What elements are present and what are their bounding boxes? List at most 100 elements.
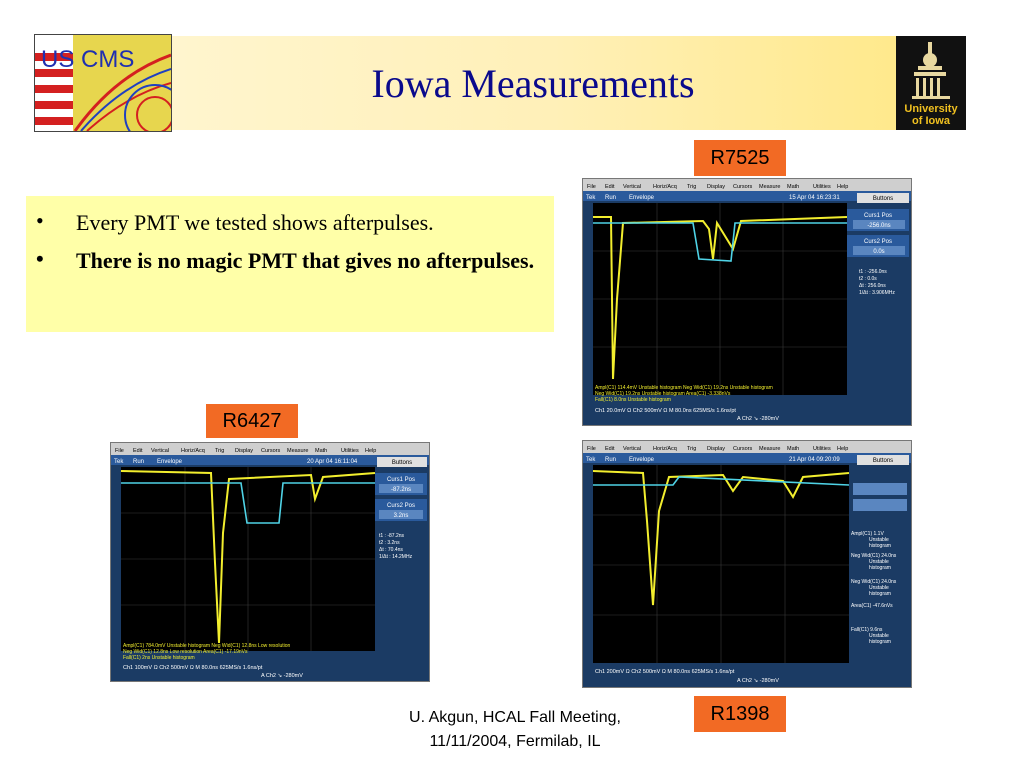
scope-tek: Tek xyxy=(114,459,124,465)
footer-line2: 11/11/2004, Fermilab, IL xyxy=(429,733,601,750)
readout-line: 1/Δt : 14.2MHz xyxy=(379,554,413,560)
label-r6427: R6427 xyxy=(206,404,298,438)
readout-line: t1 : -256.0ns xyxy=(859,269,887,275)
curs2-value[interactable]: 3.2ns xyxy=(394,513,409,519)
scope-menu-item[interactable]: Display xyxy=(707,446,725,452)
meas-line: Ampl(C1) 784.0mV Unstable histogram Neg … xyxy=(123,643,291,649)
side-line: Unstable xyxy=(869,633,889,639)
scope-menu-item[interactable]: Trig xyxy=(215,448,224,454)
side-line: Unstable xyxy=(869,585,889,591)
side-line: histogram xyxy=(869,543,891,549)
scope-buttons[interactable]: Buttons xyxy=(873,196,893,202)
scope-menu-item[interactable]: File xyxy=(587,446,596,452)
curs2-label: Curs2 Pos xyxy=(387,503,415,509)
scope-menu-item[interactable]: Help xyxy=(837,446,848,452)
scope-menu-item[interactable]: Trig xyxy=(687,184,696,190)
scope-menu-item[interactable]: Horiz/Acq xyxy=(653,446,677,452)
meas-line: Neg Wid(C1) 19.2ns Unstable histogram Ar… xyxy=(595,391,731,397)
scope-menu-item[interactable]: Math xyxy=(787,184,799,190)
scope-run: Run xyxy=(605,195,616,201)
scope-menu-item[interactable]: Measure xyxy=(287,448,308,454)
scope-menu-bar: File Edit Vertical Horiz/Acq Trig Display Curs… xyxy=(115,448,376,454)
cms-logo-text: US CMS xyxy=(41,46,134,73)
scope-menu-item[interactable]: Edit xyxy=(133,448,143,454)
curs1-value[interactable]: -87.2ns xyxy=(391,487,411,493)
scope-menu-item[interactable]: Horiz/Acq xyxy=(181,448,205,454)
scope-buttons[interactable]: Buttons xyxy=(873,458,893,464)
scope-menu-item[interactable]: Display xyxy=(235,448,253,454)
curs2-label: Curs2 Pos xyxy=(864,239,892,245)
meas-line: Ampl(C1) 114.4mV Unstable histogram Neg … xyxy=(595,385,773,391)
us-cms-logo: US CMS xyxy=(34,34,172,132)
curs1-value[interactable]: -256.0ns xyxy=(867,223,890,229)
iowa-logo-line1: University xyxy=(904,103,958,115)
scope-bottom-line2: A Ch2 ↘ -280mV xyxy=(737,678,779,684)
scope-side-button[interactable] xyxy=(853,499,907,511)
side-line: Area(C1) -47.6nVs xyxy=(851,603,893,609)
scope-run: Run xyxy=(133,459,144,465)
side-line: Unstable xyxy=(869,537,889,543)
scope-bottom-line1: Ch1 20.0mV Ω Ch2 500mV Ω M 80.0ns 625MS/… xyxy=(595,408,736,414)
curs1-label: Curs1 Pos xyxy=(864,213,892,219)
bullet-box: • Every PMT we tested shows afterpulses.… xyxy=(26,196,554,332)
scope-date: 20 Apr 04 16:11:04 xyxy=(307,459,358,465)
scope-envelope: Envelope xyxy=(629,457,655,463)
scope-tek: Tek xyxy=(586,195,596,201)
scope-buttons[interactable]: Buttons xyxy=(392,460,412,466)
readout-line: t1 : -87.2ns xyxy=(379,533,405,539)
bullet-text: Every PMT we tested shows afterpulses. xyxy=(76,210,434,235)
side-line: Neg Wid(C1) 24.0ns xyxy=(851,553,897,559)
side-line: histogram xyxy=(869,639,891,645)
scope-menu-item[interactable]: Trig xyxy=(687,446,696,452)
scope-menu-item[interactable]: Utilities xyxy=(813,184,831,190)
scope-bottom-line1: Ch1 100mV Ω Ch2 500mV Ω M 80.0ns 625MS/s… xyxy=(123,665,263,671)
scope-tek: Tek xyxy=(586,457,596,463)
scope-menu-item[interactable]: Edit xyxy=(605,446,615,452)
scope-menu-item[interactable]: Help xyxy=(365,448,376,454)
side-line: histogram xyxy=(869,591,891,597)
scope-menu-item[interactable]: Cursors xyxy=(733,446,753,452)
label-r7525: R7525 xyxy=(694,140,786,176)
scope-menu-item[interactable]: Measure xyxy=(759,446,780,452)
scope-menu-item[interactable]: Vertical xyxy=(623,446,641,452)
scope-menu-item[interactable]: File xyxy=(587,184,596,190)
scope-side-button[interactable] xyxy=(853,483,907,495)
slide-title: Iowa Measurements xyxy=(371,60,695,106)
scope-menu-item[interactable]: Measure xyxy=(759,184,780,190)
meas-line: Fall(C1) 8.0ns Unstable histogram xyxy=(595,397,671,403)
header-band xyxy=(38,36,896,130)
scope-r7525-screen: File Edit Vertical Horiz/Acq Trig Display Curs… xyxy=(583,179,911,422)
us-cms-logo-graphic: US CMS xyxy=(35,35,171,131)
scope-menu-item[interactable]: Utilities xyxy=(813,446,831,452)
scope-bottom-line1: Ch1 200mV Ω Ch2 500mV Ω M 80.0ns 625MS/s… xyxy=(595,669,735,675)
meas-line: Neg Wid(C1) 12.8ns Low resolution Area(C… xyxy=(123,649,248,655)
label-r1398: R1398 xyxy=(694,696,786,732)
scope-bottom-line2: A Ch2 ↘ -280mV xyxy=(737,416,779,422)
university-of-iowa-logo: University of Iowa xyxy=(896,36,966,130)
footer-line1: U. Akgun, HCAL Fall Meeting, xyxy=(409,709,621,726)
scope-menu-item[interactable]: Math xyxy=(787,446,799,452)
scope-menu-item[interactable]: Cursors xyxy=(261,448,281,454)
scope-r1398-screen: File Edit Vertical Horiz/Acq Trig Display Curs… xyxy=(583,441,911,684)
side-line: Unstable xyxy=(869,559,889,565)
scope-menu-item[interactable]: Vertical xyxy=(623,184,641,190)
scope-menu-item[interactable]: Horiz/Acq xyxy=(653,184,677,190)
old-capitol-icon: University of Iowa xyxy=(904,42,958,127)
side-line: histogram xyxy=(869,565,891,571)
scope-menu-item[interactable]: Display xyxy=(707,184,725,190)
curs2-value[interactable]: 0.0s xyxy=(873,249,884,255)
scope-menu-bar: File Edit Vertical Horiz/Acq Trig Display Curs… xyxy=(587,184,848,190)
side-line: Neg Wid(C1) 24.0ns xyxy=(851,579,897,585)
scope-menu-item[interactable]: Utilities xyxy=(341,448,359,454)
scope-r6427: File Edit Vertical Horiz/Acq Trig Display Curs… xyxy=(110,442,430,682)
scope-menu-item[interactable]: Math xyxy=(315,448,327,454)
scope-menu-item[interactable]: Vertical xyxy=(151,448,169,454)
side-line: Fall(C1) 9.6ns xyxy=(851,627,883,633)
scope-menu-item[interactable]: Edit xyxy=(605,184,615,190)
scope-run: Run xyxy=(605,457,616,463)
scope-menu-item[interactable]: Cursors xyxy=(733,184,753,190)
scope-menu-item[interactable]: Help xyxy=(837,184,848,190)
readout-line: t2 : 0.0s xyxy=(859,276,877,282)
scope-menu-item[interactable]: File xyxy=(115,448,124,454)
scope-bottom-line2: A Ch2 ↘ -280mV xyxy=(261,673,303,679)
